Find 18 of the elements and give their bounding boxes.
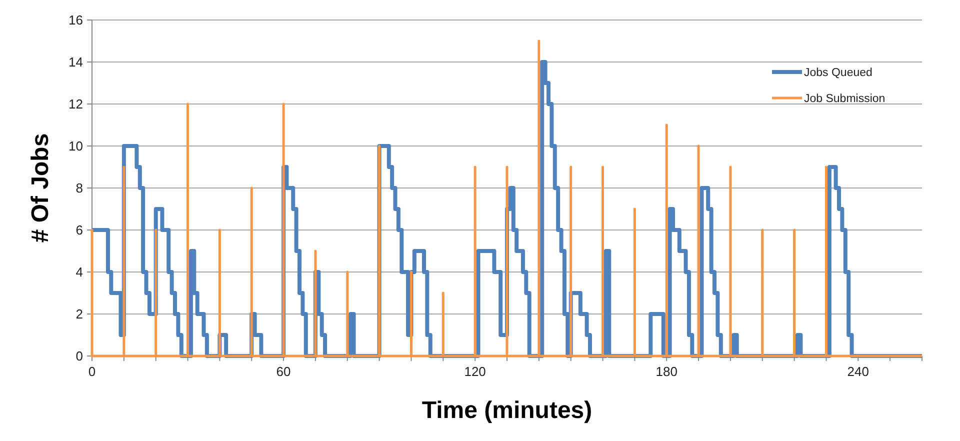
y-axis-title: # Of Jobs — [27, 133, 54, 243]
y-tick-label: 10 — [68, 138, 83, 154]
x-tick-label: 60 — [276, 364, 291, 379]
legend-label: Jobs Queued — [804, 67, 872, 79]
y-tick-label: 6 — [76, 222, 83, 238]
x-tick-label: 120 — [464, 364, 486, 379]
y-tick-label: 2 — [76, 306, 83, 322]
legend-label: Job Submission — [804, 93, 886, 105]
x-tick-label: 0 — [88, 364, 96, 379]
y-tick-label: 4 — [76, 264, 83, 280]
x-tick-label: 180 — [656, 364, 678, 379]
y-tick-label: 14 — [68, 54, 83, 70]
y-tick-label: 16 — [68, 12, 83, 28]
y-tick-label: 0 — [76, 348, 83, 364]
y-tick-label: 8 — [76, 180, 83, 196]
x-tick-label: 240 — [847, 364, 870, 379]
y-tick-label: 12 — [68, 96, 83, 112]
x-axis-title: Time (minutes) — [422, 397, 592, 424]
